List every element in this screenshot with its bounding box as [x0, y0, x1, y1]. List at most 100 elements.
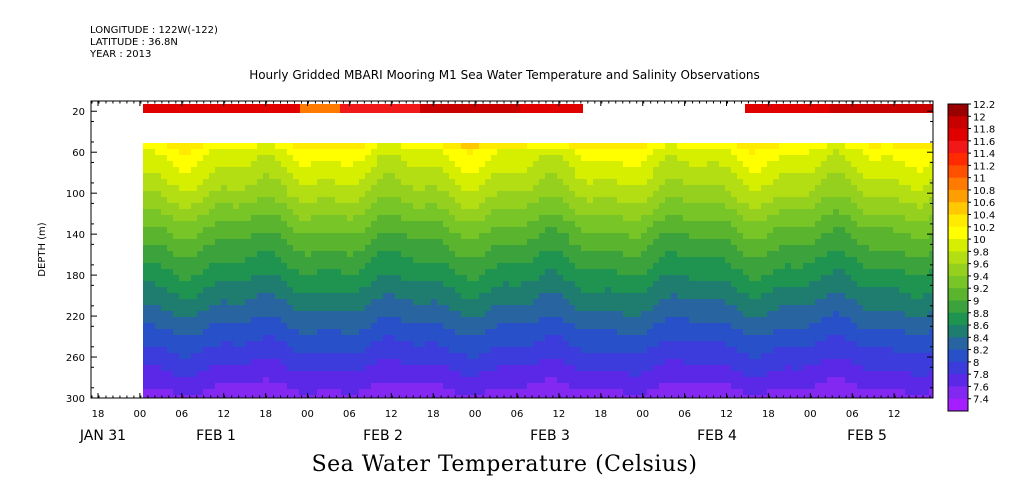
- heatmap-cell: [347, 335, 353, 341]
- heatmap-cell: [407, 365, 413, 371]
- heatmap-cell: [575, 335, 581, 341]
- heatmap-cell: [725, 317, 731, 323]
- heatmap-cell: [743, 293, 749, 299]
- heatmap-cell: [233, 143, 239, 149]
- heatmap-cell: [713, 389, 719, 395]
- heatmap-cell: [311, 359, 317, 365]
- heatmap-cell: [437, 347, 443, 353]
- heatmap-cell: [833, 353, 839, 359]
- heatmap-cell: [401, 149, 407, 155]
- heatmap-cell: [323, 221, 329, 227]
- heatmap-cell: [389, 317, 395, 323]
- heatmap-cell: [683, 269, 689, 275]
- heatmap-cell: [461, 245, 467, 251]
- heatmap-cell: [803, 383, 809, 389]
- heatmap-cell: [419, 203, 425, 209]
- heatmap-cell: [701, 329, 707, 335]
- heatmap-cell: [359, 143, 365, 149]
- heatmap-cell: [773, 155, 779, 161]
- heatmap-cell: [611, 161, 617, 167]
- heatmap-cell: [293, 143, 299, 149]
- heatmap-cell: [797, 317, 803, 323]
- heatmap-cell: [809, 269, 815, 275]
- heatmap-cell: [425, 383, 431, 389]
- heatmap-cell: [473, 293, 479, 299]
- heatmap-cell: [269, 377, 275, 383]
- heatmap-cell: [251, 365, 257, 371]
- heatmap-cell: [275, 203, 281, 209]
- heatmap-cell: [413, 371, 419, 377]
- heatmap-cell: [257, 389, 263, 395]
- heatmap-cell: [281, 203, 287, 209]
- heatmap-cell: [203, 173, 209, 179]
- heatmap-cell: [263, 221, 269, 227]
- heatmap-cell: [227, 251, 233, 257]
- heatmap-cell: [143, 263, 149, 269]
- heatmap-cell: [473, 263, 479, 269]
- heatmap-cell: [449, 323, 455, 329]
- heatmap-cell: [287, 341, 293, 347]
- heatmap-cell: [755, 143, 761, 149]
- heatmap-cell: [215, 347, 221, 353]
- heatmap-cell: [611, 185, 617, 191]
- heatmap-cell: [635, 329, 641, 335]
- heatmap-cell: [539, 359, 545, 365]
- heatmap-cell: [191, 311, 197, 317]
- heatmap-cell: [191, 239, 197, 245]
- heatmap-cell: [365, 293, 371, 299]
- heatmap-cell: [281, 143, 287, 149]
- heatmap-cell: [383, 305, 389, 311]
- heatmap-cell: [203, 371, 209, 377]
- heatmap-cell: [413, 185, 419, 191]
- heatmap-cell: [551, 191, 557, 197]
- heatmap-cell: [299, 209, 305, 215]
- heatmap-cell: [581, 335, 587, 341]
- heatmap-cell: [779, 299, 785, 305]
- heatmap-cell: [689, 215, 695, 221]
- heatmap-cell: [317, 167, 323, 173]
- heatmap-cell: [545, 173, 551, 179]
- heatmap-cell: [365, 323, 371, 329]
- heatmap-cell: [257, 323, 263, 329]
- heatmap-cell: [383, 227, 389, 233]
- heatmap-cell: [311, 311, 317, 317]
- heatmap-cell: [827, 215, 833, 221]
- heatmap-cell: [227, 287, 233, 293]
- heatmap-cell: [725, 263, 731, 269]
- heatmap-cell: [233, 341, 239, 347]
- heatmap-cell: [167, 233, 173, 239]
- heatmap-cell: [299, 299, 305, 305]
- heatmap-cell: [371, 335, 377, 341]
- heatmap-cell: [353, 257, 359, 263]
- heatmap-cell: [143, 365, 149, 371]
- heatmap-cell: [257, 143, 263, 149]
- heatmap-cell: [761, 335, 767, 341]
- heatmap-cell: [287, 323, 293, 329]
- heatmap-cell: [761, 173, 767, 179]
- heatmap-cell: [383, 191, 389, 197]
- heatmap-cell: [443, 215, 449, 221]
- heatmap-cell: [227, 269, 233, 275]
- heatmap-cell: [803, 173, 809, 179]
- heatmap-cell: [527, 293, 533, 299]
- heatmap-cell: [779, 377, 785, 383]
- heatmap-cell: [803, 281, 809, 287]
- heatmap-cell: [281, 389, 287, 395]
- heatmap-cell: [359, 257, 365, 263]
- heatmap-cell: [689, 179, 695, 185]
- heatmap-cell: [749, 377, 755, 383]
- heatmap-cell: [779, 281, 785, 287]
- heatmap-cell: [605, 365, 611, 371]
- heatmap-cell: [599, 143, 605, 149]
- heatmap-cell: [299, 179, 305, 185]
- heatmap-cell: [161, 149, 167, 155]
- heatmap-cell: [269, 179, 275, 185]
- heatmap-cell: [257, 377, 263, 383]
- heatmap-cell: [485, 203, 491, 209]
- heatmap-cell: [737, 311, 743, 317]
- heatmap-cell: [821, 395, 827, 398]
- heatmap-cell: [467, 227, 473, 233]
- heatmap-cell: [803, 353, 809, 359]
- heatmap-cell: [335, 287, 341, 293]
- heatmap-cell: [551, 209, 557, 215]
